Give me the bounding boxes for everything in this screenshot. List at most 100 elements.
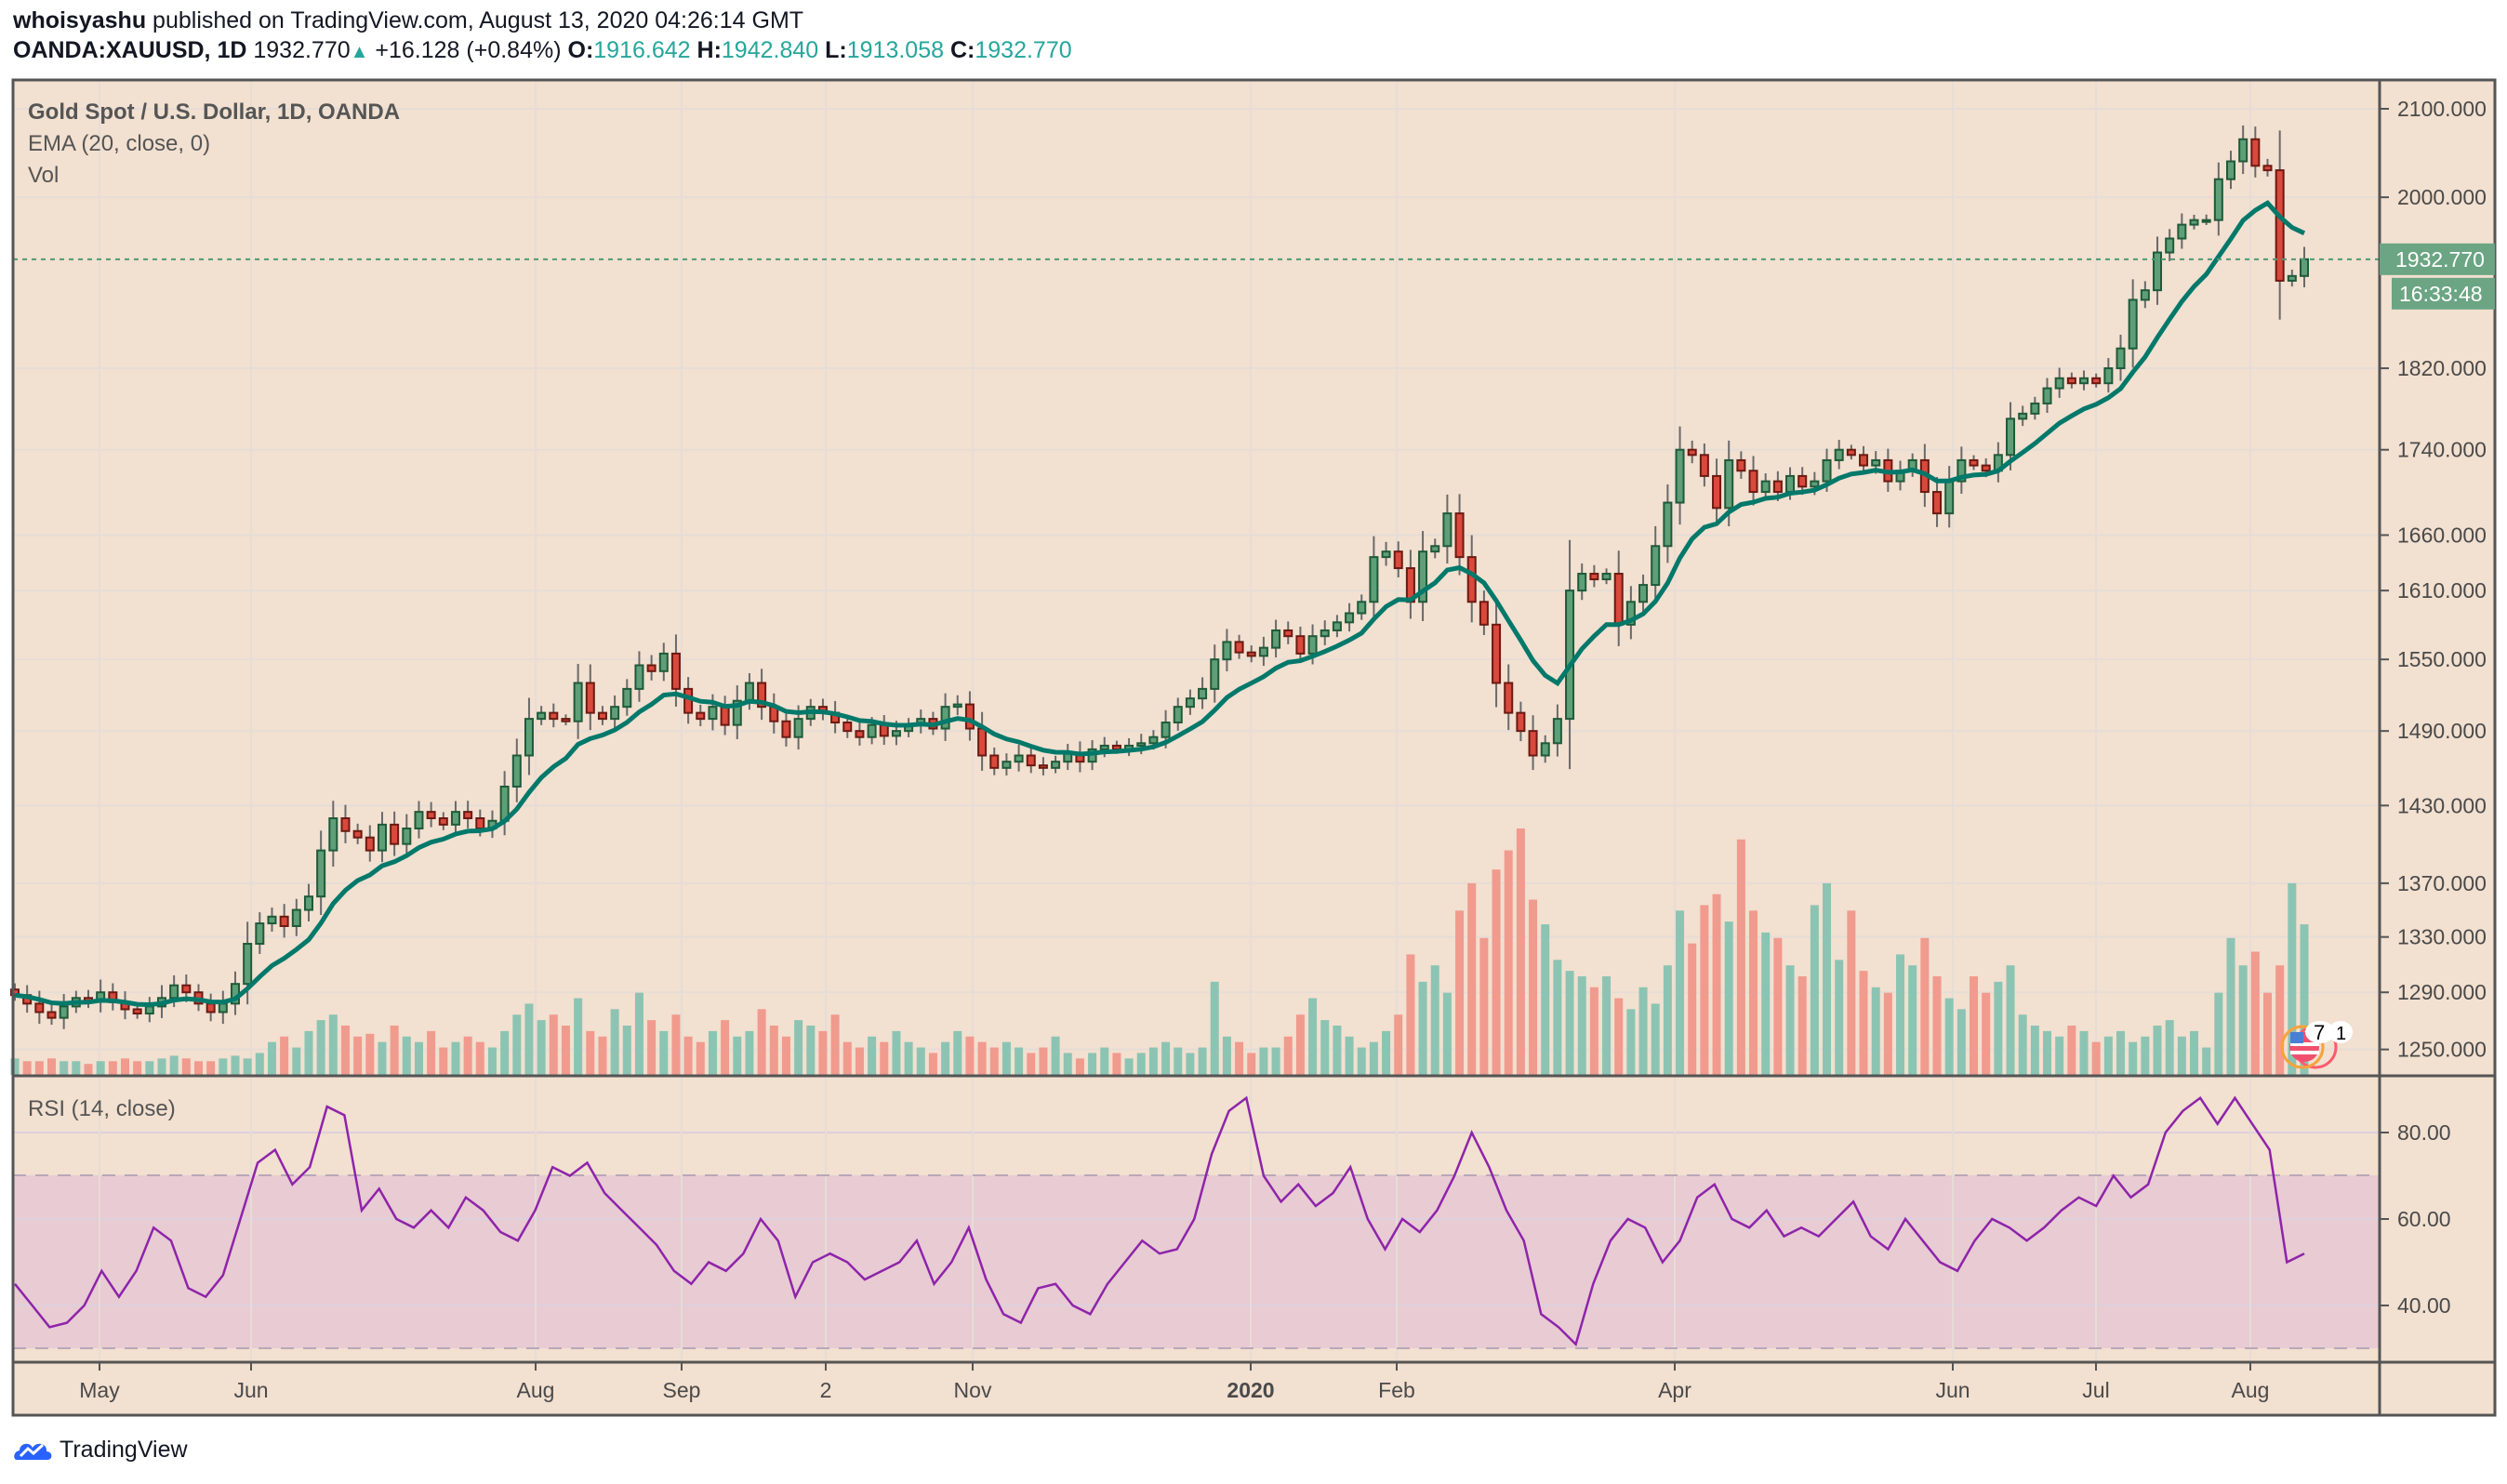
- volume-bar: [1174, 1047, 1183, 1075]
- candle-body: [316, 849, 326, 898]
- candle: [2177, 213, 2187, 249]
- rsi-axis[interactable]: 80.00 60.00 40.00: [2380, 1120, 2451, 1318]
- volume-bar: [671, 1014, 681, 1075]
- volume-bar: [2238, 965, 2248, 1075]
- candle: [1552, 704, 1562, 757]
- candle: [414, 801, 424, 839]
- candle-body: [463, 811, 473, 819]
- candle: [2042, 378, 2052, 414]
- volume-bar: [2275, 965, 2285, 1075]
- candle-body: [2006, 417, 2016, 457]
- time-axis[interactable]: May Jun Aug Sep 2 Nov 2020 Feb Apr Jun Jul Aug: [79, 1362, 2269, 1402]
- volume-bar: [830, 1014, 840, 1075]
- price-tick-label: 1330.000: [2397, 925, 2487, 949]
- candle: [279, 904, 289, 938]
- candle-body: [1748, 470, 1758, 494]
- candle-body: [169, 984, 179, 1000]
- volume-bar: [1920, 937, 1930, 1075]
- volume-bar: [1369, 1041, 1378, 1075]
- candle-body: [1026, 754, 1036, 767]
- volume-bar: [353, 1036, 363, 1075]
- candle-body: [1479, 601, 1489, 626]
- open-label: O:: [567, 37, 594, 63]
- candle: [1859, 445, 1869, 474]
- volume-bar: [1712, 894, 1721, 1075]
- volume-bar: [1271, 1047, 1280, 1075]
- economic-events-badge[interactable]: 7 1: [2280, 1021, 2353, 1069]
- tradingview-logo[interactable]: TradingView: [13, 1436, 188, 1464]
- candle-body: [622, 687, 632, 709]
- volume-bar: [2091, 1041, 2101, 1075]
- price-tick-label: 1250.000: [2397, 1038, 2487, 1062]
- candle: [316, 830, 326, 915]
- event-count-secondary: 1: [2336, 1024, 2346, 1044]
- candle: [2226, 151, 2236, 190]
- candle-body: [2153, 251, 2163, 292]
- volume-bar: [133, 1061, 142, 1075]
- candle-body: [1492, 623, 1502, 684]
- volume-bar: [928, 1053, 937, 1075]
- candle: [377, 812, 387, 863]
- volume-bar: [1602, 976, 1612, 1075]
- volume-bar: [1810, 905, 1819, 1075]
- candle: [402, 814, 412, 857]
- volume-bar: [157, 1058, 166, 1075]
- time-tick-label: Aug: [2232, 1378, 2270, 1402]
- volume-bar: [622, 1026, 631, 1075]
- volume-bar: [60, 1061, 69, 1075]
- volume-bar: [745, 1030, 754, 1075]
- volume-bar: [1724, 921, 1733, 1075]
- volume-bar: [1688, 943, 1697, 1075]
- candle-body: [279, 915, 289, 927]
- volume-bar: [683, 1036, 693, 1075]
- candle-body: [10, 988, 20, 997]
- candle-body: [867, 723, 877, 738]
- candle-body: [218, 1002, 228, 1014]
- candle-body: [2018, 412, 2028, 420]
- candle: [1038, 757, 1048, 775]
- volume-bar: [108, 1061, 117, 1075]
- candle: [1651, 525, 1661, 604]
- rsi-tick-label: 80.00: [2397, 1120, 2451, 1145]
- candle-body: [1772, 480, 1783, 494]
- candle: [1589, 564, 1599, 588]
- candle-body: [1320, 629, 1330, 638]
- candle-body: [2066, 377, 2076, 385]
- candle: [1026, 747, 1036, 774]
- author-name[interactable]: whoisyashu: [13, 7, 147, 33]
- volume-bar: [842, 1041, 852, 1075]
- price-tick-label: 1660.000: [2397, 523, 2487, 547]
- volume-bar: [1320, 1020, 1330, 1075]
- volume-bar: [1455, 910, 1465, 1075]
- price-axis[interactable]: 2100.000 2000.000 1820.000 1740.000 1660.000…: [2380, 97, 2487, 1062]
- candle: [940, 693, 950, 741]
- candle-body: [793, 718, 803, 738]
- volume-bar: [1504, 850, 1513, 1075]
- candle-body: [2165, 237, 2175, 254]
- volume-bar: [1908, 965, 1917, 1075]
- candle: [2287, 269, 2297, 287]
- up-arrow-icon: ▲: [350, 42, 369, 62]
- candle: [1332, 615, 1342, 638]
- volume-bar: [181, 1058, 191, 1075]
- candle: [696, 704, 706, 727]
- candle-body: [1528, 730, 1538, 757]
- candle: [1957, 446, 1967, 495]
- candle-body: [1442, 512, 1452, 548]
- candle-body: [683, 687, 694, 714]
- volume-bar: [1638, 987, 1648, 1075]
- candle-body: [1136, 742, 1147, 747]
- candle-body: [1430, 545, 1440, 553]
- candle-body: [1712, 474, 1722, 510]
- candle-body: [144, 1005, 154, 1015]
- candle-body: [1663, 501, 1673, 548]
- volume-bar: [1283, 1036, 1293, 1075]
- rsi-tick-label: 40.00: [2397, 1293, 2451, 1318]
- candle-body: [1345, 612, 1355, 624]
- candle-body: [732, 699, 742, 726]
- volume-bar: [1015, 1047, 1024, 1075]
- volume-bar: [255, 1053, 264, 1075]
- volume-bar: [1394, 1014, 1403, 1075]
- time-tick-label: May: [79, 1378, 120, 1402]
